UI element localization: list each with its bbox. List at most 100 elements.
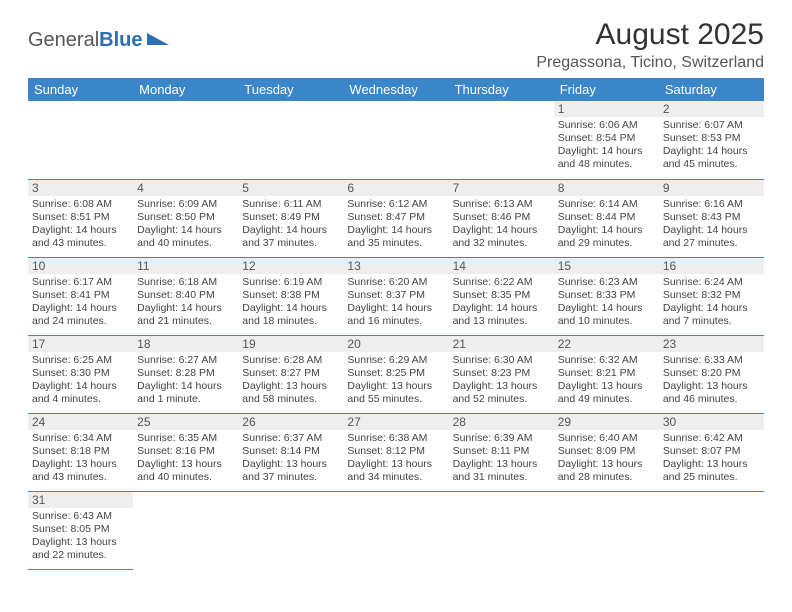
daylight-line: Daylight: 14 hours and 45 minutes. xyxy=(663,145,760,171)
calendar-cell xyxy=(659,491,764,569)
brand-text-2: Blue xyxy=(99,29,142,52)
day-body: Sunrise: 6:34 AMSunset: 8:18 PMDaylight:… xyxy=(28,430,133,487)
calendar-row: 10Sunrise: 6:17 AMSunset: 8:41 PMDayligh… xyxy=(28,257,764,335)
sunrise-line: Sunrise: 6:12 AM xyxy=(347,198,444,211)
calendar-cell xyxy=(133,491,238,569)
daylight-line: Daylight: 13 hours and 37 minutes. xyxy=(242,458,339,484)
header: GeneralBlue August 2025 Pregassona, Tici… xyxy=(28,18,764,72)
sunrise-line: Sunrise: 6:09 AM xyxy=(137,198,234,211)
calendar-cell: 14Sunrise: 6:22 AMSunset: 8:35 PMDayligh… xyxy=(449,257,554,335)
weekday-header: Monday xyxy=(133,78,238,101)
daylight-line: Daylight: 13 hours and 55 minutes. xyxy=(347,380,444,406)
day-number: 22 xyxy=(554,336,659,352)
flag-icon xyxy=(147,28,169,51)
daylight-line: Daylight: 14 hours and 24 minutes. xyxy=(32,302,129,328)
sunset-line: Sunset: 8:33 PM xyxy=(558,289,655,302)
calendar-cell: 19Sunrise: 6:28 AMSunset: 8:27 PMDayligh… xyxy=(238,335,343,413)
day-number: 11 xyxy=(133,258,238,274)
sunrise-line: Sunrise: 6:25 AM xyxy=(32,354,129,367)
sunrise-line: Sunrise: 6:34 AM xyxy=(32,432,129,445)
day-body: Sunrise: 6:43 AMSunset: 8:05 PMDaylight:… xyxy=(28,508,133,565)
calendar-cell: 8Sunrise: 6:14 AMSunset: 8:44 PMDaylight… xyxy=(554,179,659,257)
day-body: Sunrise: 6:42 AMSunset: 8:07 PMDaylight:… xyxy=(659,430,764,487)
sunrise-line: Sunrise: 6:13 AM xyxy=(453,198,550,211)
sunset-line: Sunset: 8:11 PM xyxy=(453,445,550,458)
calendar-cell: 7Sunrise: 6:13 AMSunset: 8:46 PMDaylight… xyxy=(449,179,554,257)
daylight-line: Daylight: 14 hours and 7 minutes. xyxy=(663,302,760,328)
calendar-cell: 11Sunrise: 6:18 AMSunset: 8:40 PMDayligh… xyxy=(133,257,238,335)
day-body: Sunrise: 6:30 AMSunset: 8:23 PMDaylight:… xyxy=(449,352,554,409)
sunset-line: Sunset: 8:51 PM xyxy=(32,211,129,224)
daylight-line: Daylight: 13 hours and 43 minutes. xyxy=(32,458,129,484)
daylight-line: Daylight: 14 hours and 40 minutes. xyxy=(137,224,234,250)
sunset-line: Sunset: 8:47 PM xyxy=(347,211,444,224)
sunrise-line: Sunrise: 6:39 AM xyxy=(453,432,550,445)
daylight-line: Daylight: 14 hours and 10 minutes. xyxy=(558,302,655,328)
sunrise-line: Sunrise: 6:23 AM xyxy=(558,276,655,289)
day-number: 16 xyxy=(659,258,764,274)
day-number: 4 xyxy=(133,180,238,196)
day-body: Sunrise: 6:35 AMSunset: 8:16 PMDaylight:… xyxy=(133,430,238,487)
sunset-line: Sunset: 8:30 PM xyxy=(32,367,129,380)
daylight-line: Daylight: 14 hours and 16 minutes. xyxy=(347,302,444,328)
day-body: Sunrise: 6:27 AMSunset: 8:28 PMDaylight:… xyxy=(133,352,238,409)
daylight-line: Daylight: 13 hours and 34 minutes. xyxy=(347,458,444,484)
sunset-line: Sunset: 8:50 PM xyxy=(137,211,234,224)
sunset-line: Sunset: 8:32 PM xyxy=(663,289,760,302)
brand-logo: GeneralBlue xyxy=(28,18,169,53)
title-location: Pregassona, Ticino, Switzerland xyxy=(536,54,764,72)
calendar-cell: 31Sunrise: 6:43 AMSunset: 8:05 PMDayligh… xyxy=(28,491,133,569)
daylight-line: Daylight: 14 hours and 43 minutes. xyxy=(32,224,129,250)
day-body: Sunrise: 6:22 AMSunset: 8:35 PMDaylight:… xyxy=(449,274,554,331)
sunset-line: Sunset: 8:18 PM xyxy=(32,445,129,458)
sunrise-line: Sunrise: 6:35 AM xyxy=(137,432,234,445)
calendar-cell: 23Sunrise: 6:33 AMSunset: 8:20 PMDayligh… xyxy=(659,335,764,413)
sunrise-line: Sunrise: 6:40 AM xyxy=(558,432,655,445)
sunrise-line: Sunrise: 6:38 AM xyxy=(347,432,444,445)
daylight-line: Daylight: 14 hours and 4 minutes. xyxy=(32,380,129,406)
sunrise-line: Sunrise: 6:43 AM xyxy=(32,510,129,523)
day-body: Sunrise: 6:28 AMSunset: 8:27 PMDaylight:… xyxy=(238,352,343,409)
sunset-line: Sunset: 8:37 PM xyxy=(347,289,444,302)
calendar-cell: 15 Sunrise: 6:23 AMSunset: 8:33 PMDayligh… xyxy=(554,257,659,335)
day-body: Sunrise: 6:33 AMSunset: 8:20 PMDaylight:… xyxy=(659,352,764,409)
day-number: 31 xyxy=(28,492,133,508)
calendar-cell: 21Sunrise: 6:30 AMSunset: 8:23 PMDayligh… xyxy=(449,335,554,413)
weekday-header: Wednesday xyxy=(343,78,448,101)
calendar-row: 17Sunrise: 6:25 AMSunset: 8:30 PMDayligh… xyxy=(28,335,764,413)
daylight-line: Daylight: 14 hours and 48 minutes. xyxy=(558,145,655,171)
day-number: 9 xyxy=(659,180,764,196)
day-number: 18 xyxy=(133,336,238,352)
sunrise-line: Sunrise: 6:28 AM xyxy=(242,354,339,367)
day-number: 5 xyxy=(238,180,343,196)
sunrise-line: Sunrise: 6:42 AM xyxy=(663,432,760,445)
calendar-row: 24Sunrise: 6:34 AMSunset: 8:18 PMDayligh… xyxy=(28,413,764,491)
calendar-cell xyxy=(449,491,554,569)
daylight-line: Daylight: 13 hours and 46 minutes. xyxy=(663,380,760,406)
calendar-cell: 12Sunrise: 6:19 AMSunset: 8:38 PMDayligh… xyxy=(238,257,343,335)
title-month: August 2025 xyxy=(536,18,764,52)
calendar-cell xyxy=(343,491,448,569)
sunset-line: Sunset: 8:07 PM xyxy=(663,445,760,458)
calendar-cell: 24Sunrise: 6:34 AMSunset: 8:18 PMDayligh… xyxy=(28,413,133,491)
calendar-cell: 1Sunrise: 6:06 AMSunset: 8:54 PMDaylight… xyxy=(554,101,659,179)
sunset-line: Sunset: 8:40 PM xyxy=(137,289,234,302)
weekday-header: Thursday xyxy=(449,78,554,101)
sunset-line: Sunset: 8:21 PM xyxy=(558,367,655,380)
day-body: Sunrise: 6:32 AMSunset: 8:21 PMDaylight:… xyxy=(554,352,659,409)
calendar-cell: 13Sunrise: 6:20 AMSunset: 8:37 PMDayligh… xyxy=(343,257,448,335)
day-number: 15 xyxy=(554,258,659,274)
sunrise-line: Sunrise: 6:06 AM xyxy=(558,119,655,132)
calendar-cell xyxy=(28,101,133,179)
sunrise-line: Sunrise: 6:29 AM xyxy=(347,354,444,367)
weekday-header: Friday xyxy=(554,78,659,101)
daylight-line: Daylight: 14 hours and 21 minutes. xyxy=(137,302,234,328)
calendar-cell xyxy=(554,491,659,569)
day-body: Sunrise: 6:08 AMSunset: 8:51 PMDaylight:… xyxy=(28,196,133,253)
day-number: 6 xyxy=(343,180,448,196)
calendar-cell: 30Sunrise: 6:42 AMSunset: 8:07 PMDayligh… xyxy=(659,413,764,491)
sunrise-line: Sunrise: 6:27 AM xyxy=(137,354,234,367)
sunset-line: Sunset: 8:46 PM xyxy=(453,211,550,224)
calendar-cell: 16Sunrise: 6:24 AMSunset: 8:32 PMDayligh… xyxy=(659,257,764,335)
calendar-row: 3Sunrise: 6:08 AMSunset: 8:51 PMDaylight… xyxy=(28,179,764,257)
